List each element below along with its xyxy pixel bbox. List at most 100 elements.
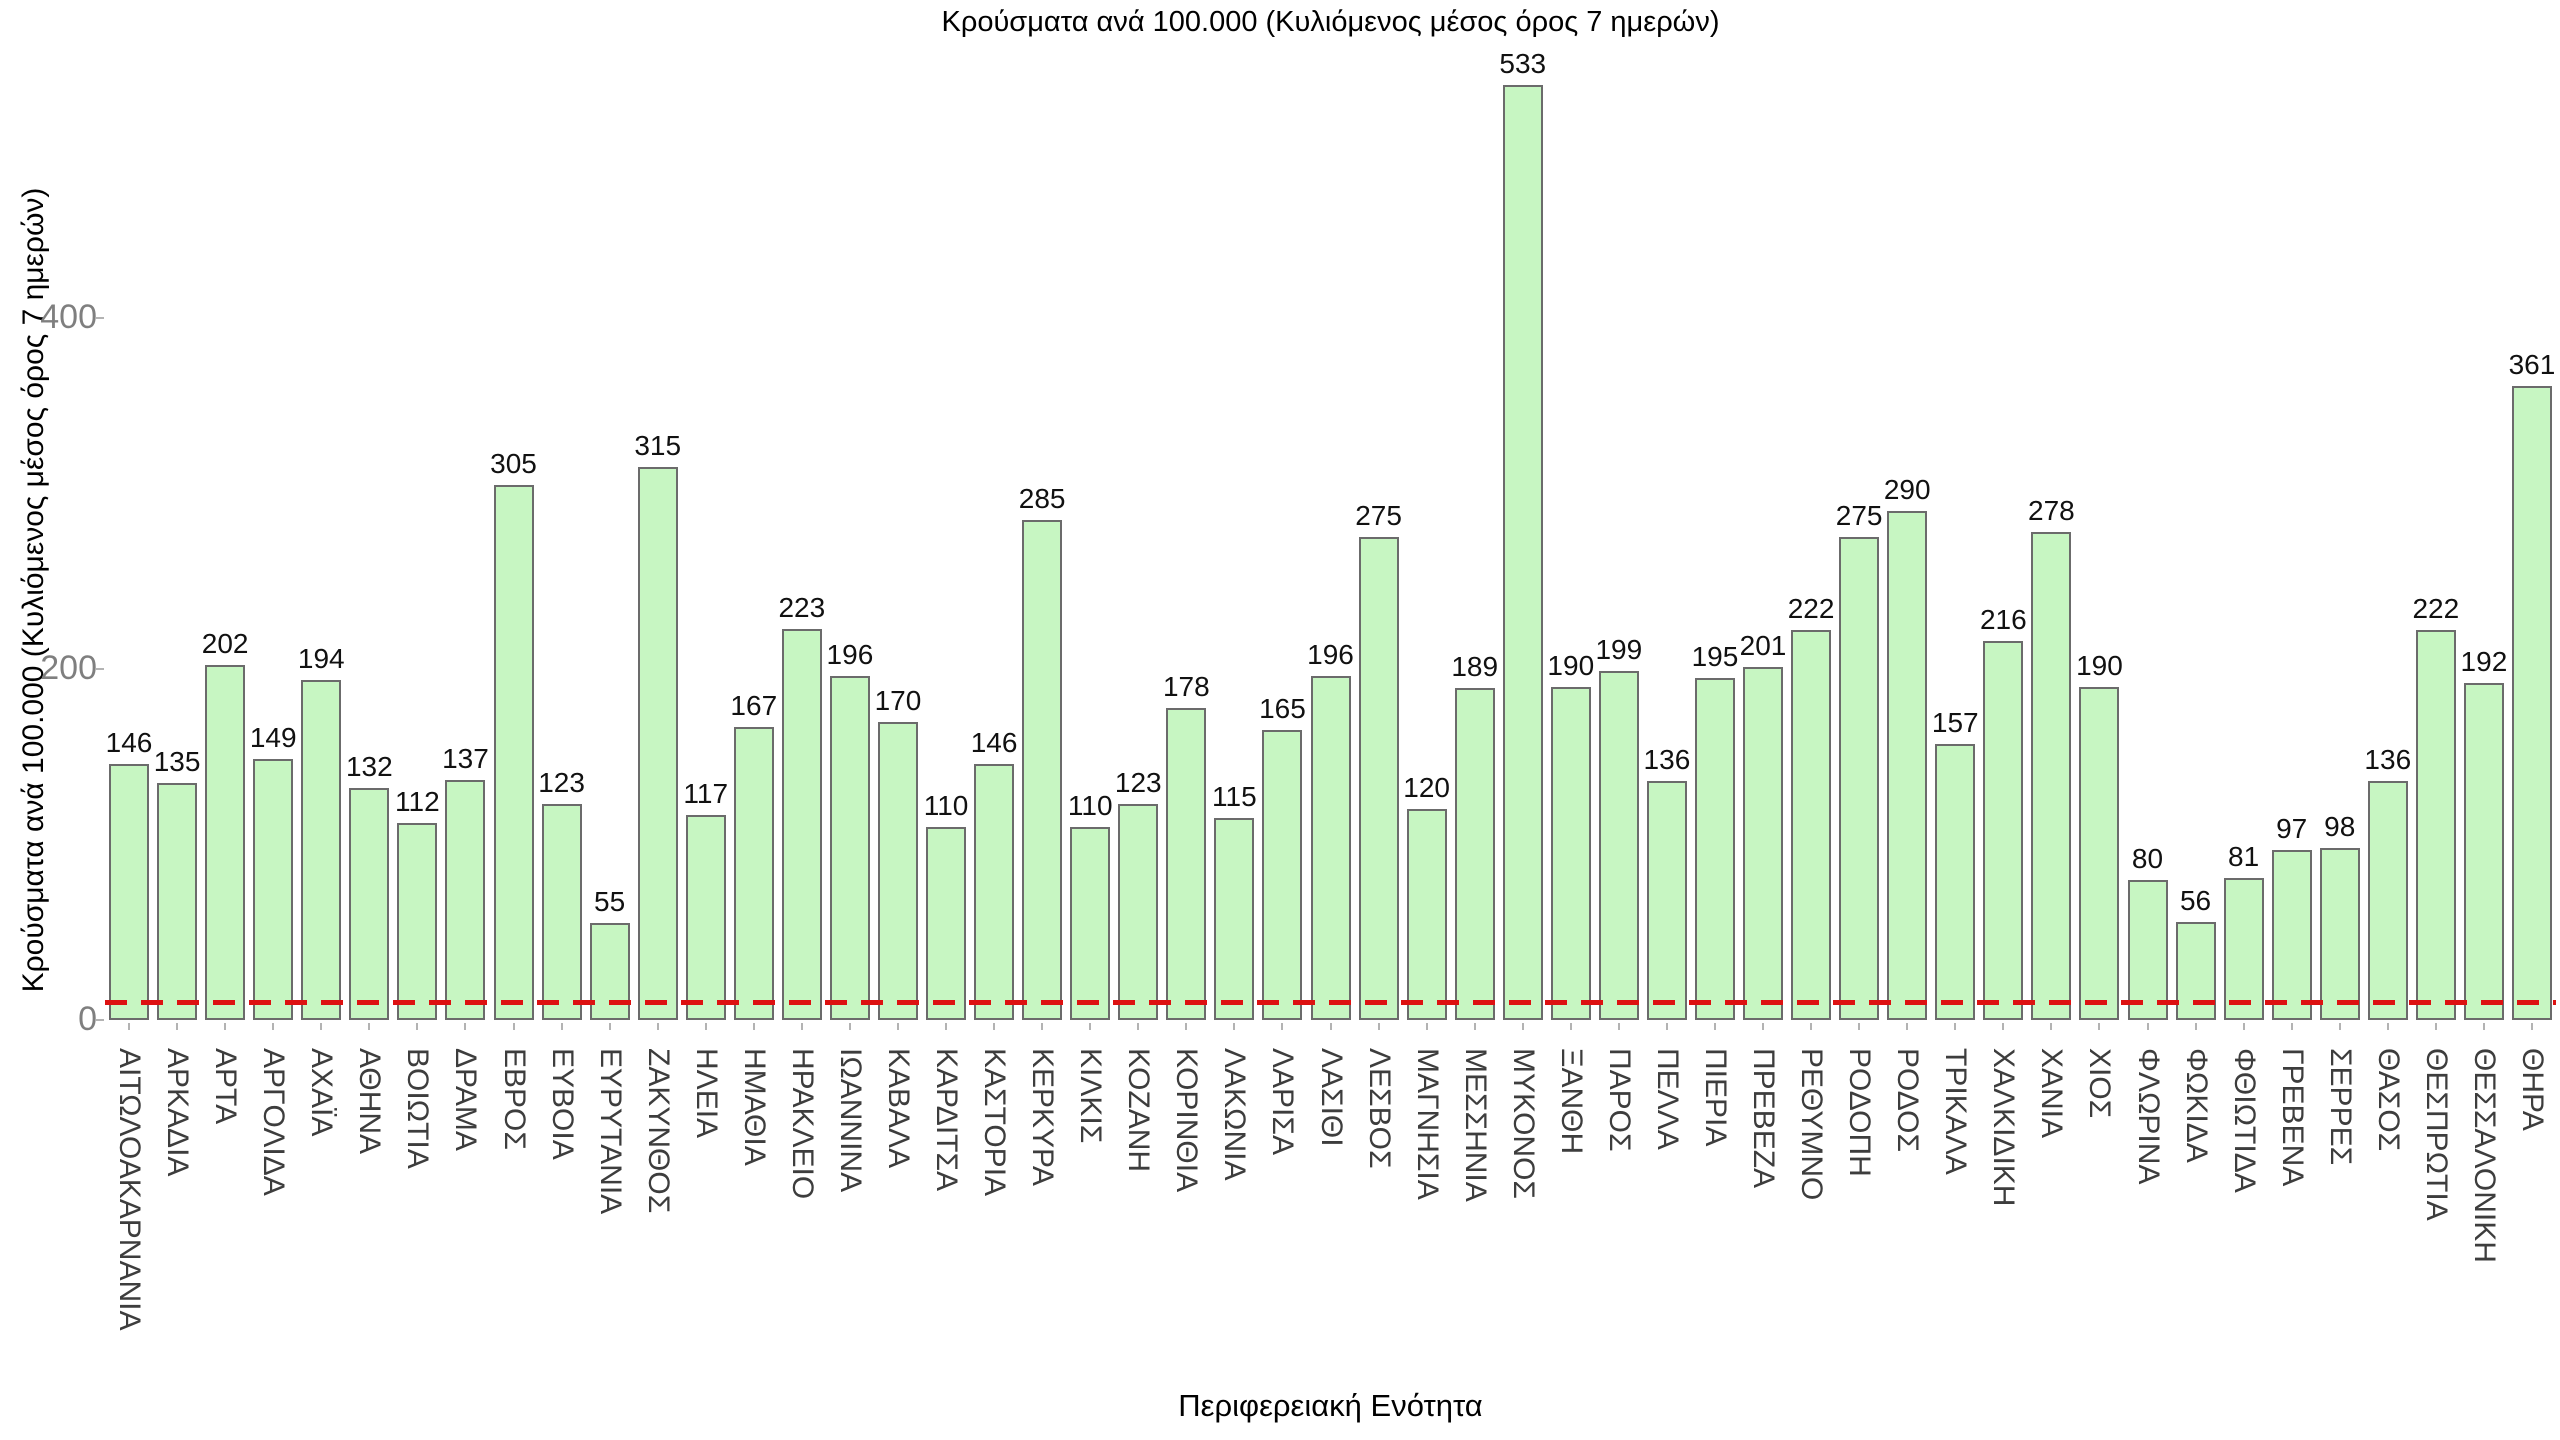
- x-tick-label: ΧΑΝΙΑ: [2035, 1048, 2069, 1139]
- bar-value-label: 149: [249, 722, 297, 753]
- x-tick-mark: [1713, 1023, 1716, 1030]
- bar: [1310, 676, 1351, 1020]
- x-tick-label: ΚΕΡΚΥΡΑ: [1026, 1048, 1060, 1186]
- bar: [1887, 511, 1928, 1020]
- y-tick-label: 400: [40, 298, 97, 336]
- bar: [1935, 744, 1976, 1020]
- x-tick-mark: [2050, 1023, 2053, 1030]
- bar: [1454, 688, 1495, 1020]
- bar: [1070, 827, 1111, 1020]
- bar-value-label: 132: [345, 751, 393, 782]
- x-tick-label: ΧΙΟΣ: [2083, 1048, 2117, 1119]
- bar: [2271, 850, 2312, 1020]
- bar-value-label: 115: [1212, 781, 1257, 812]
- x-tick-label: ΧΑΛΚΙΔΙΚΗ: [1987, 1048, 2021, 1207]
- x-tick-mark: [1954, 1023, 1957, 1030]
- bar: [1646, 781, 1687, 1020]
- y-tick-label: 0: [78, 1000, 97, 1038]
- x-tick-label: ΠΕΛΛΑ: [1650, 1048, 1684, 1150]
- chart-title: Κρούσματα ανά 100.000 (Κυλιόμενος μέσος …: [941, 6, 1720, 38]
- x-tick-mark: [2482, 1023, 2485, 1030]
- bar-value-label: 137: [442, 743, 489, 774]
- x-tick-mark: [1617, 1023, 1620, 1030]
- bar: [349, 788, 390, 1020]
- x-tick-label: ΑΡΤΑ: [209, 1048, 243, 1125]
- bar: [2079, 687, 2120, 1020]
- bar: [974, 764, 1015, 1020]
- bar-value-label: 189: [1451, 651, 1499, 682]
- x-tick-mark: [704, 1023, 707, 1030]
- x-tick-label: ΛΑΣΙΘΙ: [1314, 1048, 1348, 1147]
- x-tick-mark: [1185, 1023, 1188, 1030]
- bar-value-label: 136: [2364, 744, 2412, 775]
- bar: [2367, 781, 2408, 1020]
- bar-value-label: 81: [2228, 841, 2260, 872]
- x-tick-label: ΡΟΔΟΣ: [1891, 1048, 1925, 1153]
- y-tick-label: 200: [40, 649, 97, 687]
- bar-value-label: 120: [1403, 772, 1450, 803]
- bar: [397, 823, 438, 1020]
- x-tick-mark: [1810, 1023, 1813, 1030]
- x-tick-label: ΘΕΣΠΡΩΤΙΑ: [2419, 1048, 2453, 1221]
- bar: [1743, 667, 1784, 1020]
- x-tick-label: ΡΕΘΥΜΝΟ: [1795, 1048, 1829, 1201]
- x-tick-mark: [1665, 1023, 1668, 1030]
- x-tick-mark: [2194, 1023, 2197, 1030]
- x-tick-label: ΑΧΑΪΑ: [305, 1048, 339, 1137]
- x-tick-label: ΜΕΣΣΗΝΙΑ: [1458, 1048, 1492, 1202]
- x-tick-label: ΦΩΚΙΔΑ: [2179, 1048, 2213, 1163]
- bar-value-label: 285: [1018, 483, 1066, 514]
- bar: [685, 815, 726, 1020]
- bar: [1983, 641, 2024, 1020]
- x-tick-mark: [752, 1023, 755, 1030]
- bar-value-label: 196: [1307, 639, 1354, 670]
- x-tick-label: ΠΙΕΡΙΑ: [1698, 1048, 1732, 1147]
- x-tick-label: ΠΑΡΟΣ: [1602, 1048, 1636, 1152]
- bar-value-label: 55: [594, 886, 626, 917]
- x-tick-label: ΚΑΡΔΙΤΣΑ: [930, 1048, 964, 1192]
- x-tick-label: ΗΜΑΘΙΑ: [737, 1048, 771, 1166]
- x-tick-label: ΙΩΑΝΝΙΝΑ: [833, 1048, 867, 1193]
- bar-value-label: 196: [826, 639, 874, 670]
- x-tick-mark: [1521, 1023, 1524, 1030]
- x-tick-mark: [1425, 1023, 1428, 1030]
- bar-value-label: 192: [2460, 646, 2508, 677]
- bar-value-label: 275: [1355, 500, 1402, 531]
- bar: [1839, 537, 1880, 1020]
- x-tick-mark: [656, 1023, 659, 1030]
- x-tick-label: ΜΑΓΝΗΣΙΑ: [1410, 1048, 1444, 1200]
- bar: [2415, 630, 2456, 1020]
- x-tick-label: ΚΟΡΙΝΘΙΑ: [1170, 1048, 1204, 1193]
- x-tick-mark: [128, 1023, 131, 1030]
- x-tick-label: ΖΑΚΥΝΘΟΣ: [641, 1048, 675, 1214]
- x-tick-label: ΓΡΕΒΕΝΑ: [2275, 1048, 2309, 1187]
- bar-value-label: 97: [2276, 813, 2308, 844]
- x-tick-mark: [560, 1023, 563, 1030]
- bar: [2031, 532, 2072, 1020]
- x-tick-label: ΕΥΡΥΤΑΝΙΑ: [593, 1048, 627, 1215]
- bar: [589, 923, 630, 1020]
- x-tick-mark: [464, 1023, 467, 1030]
- bar: [1118, 804, 1159, 1020]
- x-tick-label: ΑΡΚΑΔΙΑ: [161, 1048, 195, 1177]
- bar-value-label: 98: [2324, 811, 2356, 842]
- x-tick-mark: [2290, 1023, 2293, 1030]
- x-tick-mark: [1137, 1023, 1140, 1030]
- bar-value-label: 223: [778, 592, 826, 623]
- bar-value-label: 290: [1883, 474, 1931, 505]
- bar-value-label: 195: [1691, 641, 1739, 672]
- x-tick-label: ΒΟΙΩΤΙΑ: [401, 1048, 435, 1169]
- bar: [781, 629, 822, 1020]
- x-tick-mark: [848, 1023, 851, 1030]
- bar-value-label: 199: [1595, 634, 1643, 665]
- x-tick-label: ΜΥΚΟΝΟΣ: [1506, 1048, 1540, 1199]
- x-tick-mark: [2002, 1023, 2005, 1030]
- x-tick-label: ΛΑΚΩΝΙΑ: [1218, 1048, 1252, 1181]
- x-tick-label: ΚΟΖΑΝΗ: [1122, 1048, 1156, 1173]
- bar: [1502, 85, 1543, 1020]
- x-tick-label: ΘΗΡΑ: [2515, 1048, 2549, 1131]
- bar-value-label: 315: [634, 430, 682, 461]
- bar: [493, 485, 534, 1020]
- x-tick-mark: [512, 1023, 515, 1030]
